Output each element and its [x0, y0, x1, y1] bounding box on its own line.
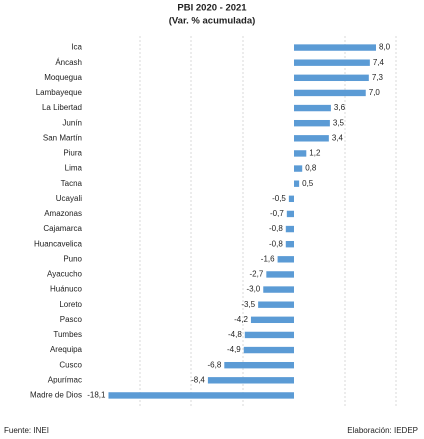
- chart-title: PBI 2020 - 2021: [177, 3, 247, 14]
- value-label: 1,2: [309, 149, 321, 158]
- value-label: -0,7: [270, 209, 284, 218]
- bar: [294, 165, 303, 172]
- bar: [294, 135, 329, 142]
- value-label: 7,3: [372, 73, 384, 82]
- credit-note: Elaboración: IEDEP: [347, 426, 418, 435]
- category-label: Pasco: [60, 315, 83, 324]
- bar: [294, 150, 307, 157]
- value-label: -0,5: [272, 194, 286, 203]
- category-label: San Martín: [43, 133, 82, 142]
- category-label: Huánuco: [50, 285, 83, 294]
- value-label: -18,1: [87, 391, 106, 400]
- bar: [294, 44, 376, 51]
- category-label: Arequipa: [50, 345, 83, 354]
- bar: [244, 331, 294, 339]
- value-label: 0,5: [302, 179, 314, 188]
- value-label: -2,7: [250, 270, 264, 279]
- category-label: Cusco: [59, 360, 82, 369]
- bar: [294, 59, 370, 66]
- bar: [250, 316, 294, 324]
- category-label: Loreto: [59, 300, 82, 309]
- value-label: -0,8: [269, 224, 283, 233]
- bar: [294, 74, 369, 82]
- bar: [243, 346, 294, 354]
- category-label: La Libertad: [42, 103, 82, 112]
- value-label: -4,2: [234, 315, 248, 324]
- value-label: 3,4: [332, 133, 344, 142]
- bar: [288, 195, 294, 203]
- value-label: -8,4: [191, 375, 205, 384]
- category-label: Ayacucho: [47, 270, 83, 279]
- value-label: 7,0: [369, 88, 381, 97]
- bar: [266, 271, 294, 278]
- bar: [277, 256, 294, 263]
- value-label: -3,5: [241, 300, 255, 309]
- category-label: Lima: [65, 164, 83, 173]
- bar: [294, 180, 300, 187]
- source-note: Fuente: INEI: [4, 426, 49, 435]
- bar: [294, 89, 366, 97]
- bar: [285, 240, 294, 248]
- value-label: -6,8: [208, 360, 222, 369]
- value-label: -1,6: [261, 254, 275, 263]
- category-label: Moquegua: [44, 73, 82, 82]
- category-label: Madre de Dios: [30, 391, 82, 400]
- category-label: Lambayeque: [36, 88, 83, 97]
- category-label: Piura: [63, 149, 82, 158]
- category-label: Tacna: [61, 179, 83, 188]
- bar: [258, 301, 294, 308]
- value-label: -3,0: [246, 285, 260, 294]
- bar: [285, 225, 294, 233]
- grid-decoration: [139, 36, 397, 408]
- bar: [108, 392, 294, 399]
- category-label: Áncash: [55, 58, 82, 67]
- category-label: Ucayali: [56, 194, 82, 203]
- category-label: Apurímac: [48, 375, 82, 384]
- value-label: 8,0: [379, 43, 391, 52]
- value-label: -4,9: [227, 345, 241, 354]
- category-label: Ica: [71, 43, 82, 52]
- value-label: 3,5: [333, 118, 345, 127]
- value-label: 0,8: [305, 164, 317, 173]
- bar: [286, 210, 294, 218]
- bar: [294, 119, 330, 127]
- category-label: Huancavelica: [34, 239, 83, 248]
- category-label: Tumbes: [53, 330, 82, 339]
- category-label: Cajamarca: [43, 224, 82, 233]
- value-label: 3,6: [334, 103, 346, 112]
- category-label: Puno: [63, 254, 82, 263]
- bar: [207, 377, 294, 384]
- category-label: Amazonas: [44, 209, 82, 218]
- bar: [294, 104, 331, 112]
- value-label: -4,8: [228, 330, 242, 339]
- value-label: -0,8: [269, 239, 283, 248]
- category-label: Junín: [62, 118, 82, 127]
- bar: [224, 361, 294, 369]
- value-label: 7,4: [373, 58, 385, 67]
- chart-subtitle: (Var. % acumulada): [169, 16, 256, 27]
- bar: [263, 286, 294, 293]
